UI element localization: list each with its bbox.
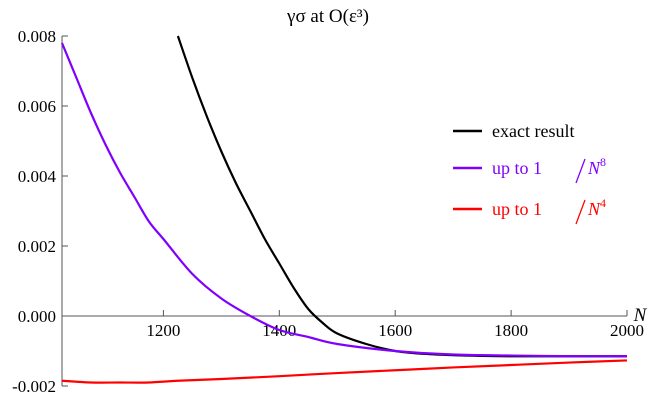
x-ticks: 1200 1400 1600 1800 2000 xyxy=(146,310,644,340)
legend-denominator-n4: N4 xyxy=(587,196,606,219)
y-ticks: -0.002 0.000 0.002 0.004 0.006 0.008 xyxy=(12,27,68,396)
legend-item-exact-result: exact result xyxy=(453,121,574,141)
series-line-1 xyxy=(60,42,628,358)
legend-label-up-to-n4: up to 1 xyxy=(492,199,542,219)
legend-slash-n4 xyxy=(575,199,586,225)
legend-label-exact-result: exact result xyxy=(492,121,574,141)
legend: exact result up to 1 N8 up to 1 N4 xyxy=(453,121,606,225)
legend-slash-n8 xyxy=(575,158,586,184)
legend-item-up-to-n8: up to 1 N8 xyxy=(453,155,606,184)
series-layer xyxy=(60,35,628,384)
y-tick-label: 0.006 xyxy=(18,97,56,116)
y-tick-label: -0.002 xyxy=(12,377,56,396)
legend-item-up-to-n4: up to 1 N4 xyxy=(453,196,606,225)
x-tick-label: 1600 xyxy=(378,321,412,340)
x-tick-label: 1800 xyxy=(494,321,528,340)
y-tick-label: 0.002 xyxy=(18,237,56,256)
y-tick-label: 0.004 xyxy=(18,167,57,186)
y-tick-label: 0.008 xyxy=(18,27,56,46)
legend-denominator-n8: N8 xyxy=(587,155,606,178)
chart-title: γσ at O(ε³) xyxy=(286,6,369,27)
x-axis-label: N xyxy=(633,305,648,326)
y-tick-label: 0.000 xyxy=(18,307,56,326)
x-tick-label: 1200 xyxy=(146,321,180,340)
series-line-2 xyxy=(61,359,628,384)
series-line-0 xyxy=(176,35,627,358)
x-tick-label: 2000 xyxy=(610,321,644,340)
legend-label-up-to-n8: up to 1 xyxy=(492,158,542,178)
